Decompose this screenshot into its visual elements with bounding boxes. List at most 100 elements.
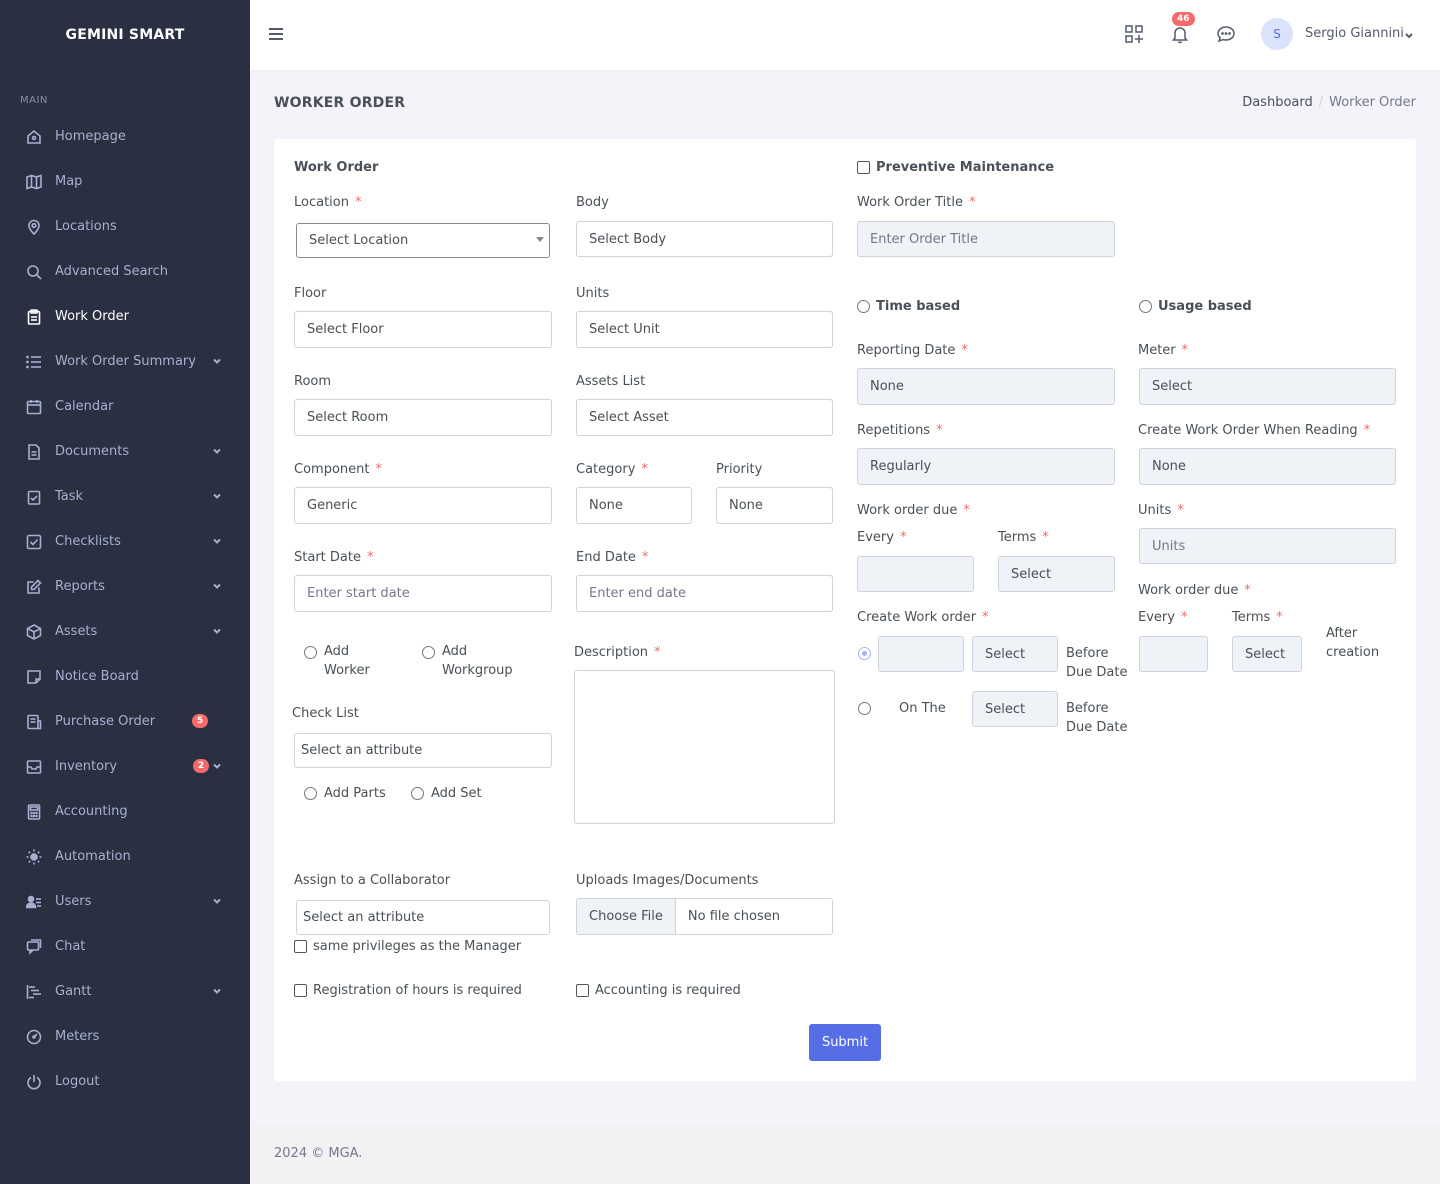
units-select[interactable]: Select Unit: [576, 311, 833, 348]
sidebar-item-checklists[interactable]: Checklists: [0, 519, 250, 564]
sidebar-item-automation[interactable]: Automation: [0, 834, 250, 879]
location-select[interactable]: Select Location: [296, 223, 550, 258]
start-date-input[interactable]: Enter start date: [294, 575, 552, 612]
sidebar-item-gantt[interactable]: Gantt: [0, 969, 250, 1014]
work-order-form-card: Work Order Location * Select Location Bod…: [274, 139, 1416, 1081]
sidebar-item-work-order-summary[interactable]: Work Order Summary: [0, 339, 250, 384]
breadcrumb-home-link[interactable]: Dashboard: [1242, 95, 1313, 110]
calculator-icon: [26, 803, 42, 820]
create-before-select[interactable]: Select: [972, 636, 1058, 672]
assets-select[interactable]: Select Asset: [576, 399, 833, 436]
body-select[interactable]: Select Body: [576, 221, 833, 257]
sidebar-item-notice-board[interactable]: Notice Board: [0, 654, 250, 699]
brand-logo[interactable]: GEMINI SMART: [65, 27, 185, 43]
priority-label: Priority: [716, 462, 763, 477]
same-privileges-checkbox[interactable]: [294, 940, 307, 953]
sidebar-item-meters[interactable]: Meters: [0, 1014, 250, 1059]
file-upload-input[interactable]: Choose File No file chosen: [576, 898, 833, 935]
reporting-date-label: Reporting Date *: [857, 343, 968, 358]
terms-right-select[interactable]: Select: [1232, 636, 1302, 672]
add-set-radio[interactable]: [411, 787, 424, 800]
sidebar-item-logout[interactable]: Logout: [0, 1059, 250, 1104]
preventive-maintenance-checkbox[interactable]: [857, 161, 870, 174]
reporting-date-select[interactable]: None: [857, 368, 1115, 405]
component-select[interactable]: Generic: [294, 487, 552, 524]
breadcrumb: Dashboard / Worker Order: [1242, 95, 1416, 110]
sidebar-item-purchase-order[interactable]: Purchase Order 5: [0, 699, 250, 744]
every-input[interactable]: [857, 556, 974, 592]
checklist-label: Check List: [292, 706, 359, 721]
search-icon: [26, 264, 42, 280]
on-the-radio[interactable]: [858, 702, 871, 715]
usage-based-radio[interactable]: [1139, 300, 1152, 313]
floor-select[interactable]: Select Floor: [294, 311, 552, 348]
sidebar-item-label: Assets: [55, 624, 98, 639]
sidebar-item-advanced-search[interactable]: Advanced Search: [0, 249, 250, 294]
sidebar-item-chat[interactable]: Chat: [0, 924, 250, 969]
sidebar-item-map[interactable]: Map: [0, 159, 250, 204]
sidebar-item-label: Gantt: [55, 984, 92, 999]
assets-list-label: Assets List: [576, 374, 646, 389]
units-input[interactable]: Units: [1139, 528, 1396, 564]
sidebar-item-reports[interactable]: Reports: [0, 564, 250, 609]
sidebar-item-calendar[interactable]: Calendar: [0, 384, 250, 429]
sidebar-item-label: Users: [55, 894, 92, 909]
hamburger-menu-icon[interactable]: [268, 26, 284, 42]
accounting-required-checkbox[interactable]: [576, 984, 589, 997]
on-the-select[interactable]: Select: [972, 691, 1058, 727]
category-select[interactable]: None: [576, 487, 692, 524]
sidebar-item-assets[interactable]: Assets: [0, 609, 250, 654]
sidebar-item-label: Chat: [55, 939, 86, 954]
sidebar-item-locations[interactable]: Locations: [0, 204, 250, 249]
sidebar-item-label: Automation: [55, 849, 131, 864]
sidebar-item-documents[interactable]: Documents: [0, 429, 250, 474]
uploads-label: Uploads Images/Documents: [576, 873, 759, 888]
collaborator-select[interactable]: Select an attribute: [296, 900, 550, 935]
checklist-select[interactable]: Select an attribute: [294, 733, 552, 768]
sidebar-item-work-order[interactable]: Work Order: [0, 294, 250, 339]
sidebar-item-label: Map: [55, 174, 83, 189]
sidebar-item-inventory[interactable]: Inventory 2: [0, 744, 250, 789]
sidebar-item-accounting[interactable]: Accounting: [0, 789, 250, 834]
sidebar-item-label: Advanced Search: [55, 264, 169, 279]
priority-select[interactable]: None: [716, 487, 833, 524]
time-based-radio[interactable]: [857, 300, 870, 313]
choose-file-button[interactable]: Choose File: [577, 899, 676, 934]
end-date-input[interactable]: Enter end date: [576, 575, 833, 612]
edit-icon: [26, 578, 42, 595]
add-worker-radio[interactable]: [304, 646, 317, 659]
work-order-title-input[interactable]: Enter Order Title: [857, 221, 1115, 257]
map-icon: [26, 173, 42, 190]
chevron-down-icon[interactable]: [1405, 29, 1413, 39]
submit-button[interactable]: Submit: [809, 1024, 881, 1061]
sidebar-item-users[interactable]: Users: [0, 879, 250, 924]
hours-required-label: Registration of hours is required: [313, 983, 522, 998]
every-right-input[interactable]: [1139, 636, 1208, 672]
create-when-reading-select[interactable]: None: [1139, 448, 1396, 485]
apps-grid-icon[interactable]: [1124, 24, 1144, 44]
repetitions-select[interactable]: Regularly: [857, 448, 1115, 485]
dropdown-arrow-icon: [536, 237, 544, 242]
meter-select[interactable]: Select: [1139, 368, 1396, 405]
description-textarea[interactable]: [574, 670, 835, 824]
add-workgroup-radio[interactable]: [422, 646, 435, 659]
gantt-icon: [26, 984, 42, 1000]
meter-label: Meter *: [1138, 343, 1189, 358]
every-label: Every *: [857, 530, 907, 545]
create-before-radio[interactable]: [858, 647, 871, 660]
sidebar-item-label: Reports: [55, 579, 105, 594]
terms-select[interactable]: Select: [998, 556, 1115, 592]
hours-required-checkbox[interactable]: [294, 984, 307, 997]
sidebar-item-task[interactable]: Task: [0, 474, 250, 519]
room-select[interactable]: Select Room: [294, 399, 552, 436]
user-name[interactable]: Sergio Giannini: [1305, 26, 1404, 41]
sidebar-item-label: Inventory: [55, 759, 118, 774]
bell-icon[interactable]: [1170, 24, 1190, 44]
sidebar-item-homepage[interactable]: Homepage: [0, 114, 250, 159]
units-right-label: Units *: [1138, 503, 1184, 518]
add-parts-radio[interactable]: [304, 787, 317, 800]
chat-bubble-icon[interactable]: [1216, 24, 1236, 44]
create-before-input[interactable]: [878, 636, 964, 672]
on-the-label: On The: [899, 701, 946, 716]
avatar[interactable]: S: [1261, 18, 1293, 50]
